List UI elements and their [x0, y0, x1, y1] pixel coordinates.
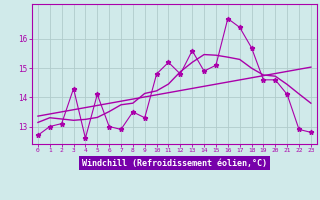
X-axis label: Windchill (Refroidissement éolien,°C): Windchill (Refroidissement éolien,°C) — [82, 159, 267, 168]
